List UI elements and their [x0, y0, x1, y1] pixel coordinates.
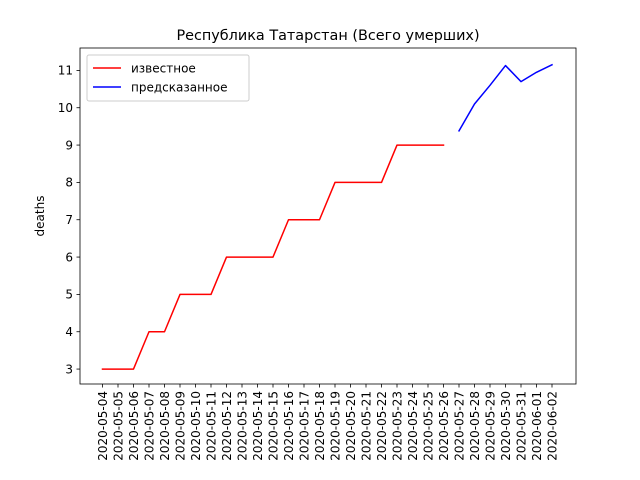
legend-label-1: известное — [131, 61, 196, 75]
x-tick-label: 2020-05-21 — [359, 391, 373, 461]
y-axis: 3 4 5 6 7 8 9 10 11 — [58, 64, 80, 376]
x-tick-label: 2020-05-17 — [297, 391, 311, 461]
x-tick-label: 2020-05-22 — [375, 391, 389, 461]
x-tick-label: 2020-05-26 — [437, 391, 451, 461]
x-tick-label: 2020-05-04 — [96, 391, 110, 461]
axes-frame — [79, 47, 577, 385]
x-tick-label: 2020-05-16 — [282, 391, 296, 461]
x-tick-label: 2020-06-01 — [530, 391, 544, 461]
y-tick-label: 5 — [65, 288, 73, 302]
x-tick-label: 2020-05-08 — [158, 391, 172, 461]
x-tick-label: 2020-05-28 — [468, 391, 482, 461]
y-tick-label: 4 — [65, 325, 73, 339]
x-tick-label: 2020-05-12 — [220, 391, 234, 461]
y-tick-label: 10 — [58, 101, 73, 115]
y-axis-label: deaths — [33, 196, 47, 237]
x-tick-label: 2020-05-07 — [142, 391, 156, 461]
plot-area — [80, 48, 576, 384]
x-tick-label: 2020-05-23 — [390, 391, 404, 461]
x-tick-label: 2020-05-27 — [452, 391, 466, 461]
y-tick-label: 7 — [65, 213, 73, 227]
x-tick-label: 2020-05-31 — [514, 391, 528, 461]
x-tick-label: 2020-05-06 — [127, 391, 141, 461]
y-tick-label: 11 — [58, 64, 73, 78]
y-tick-label: 9 — [65, 138, 73, 152]
series-lines — [101, 63, 554, 370]
x-tick-label: 2020-05-29 — [483, 391, 497, 461]
legend-box — [86, 54, 250, 102]
x-axis: 2020-05-04 2020-05-05 2020-05-06 2020-05-07… — [96, 384, 559, 461]
series-line-1 — [101, 144, 445, 370]
y-tick-label: 3 — [65, 362, 73, 376]
legend: известное предсказанное — [86, 54, 250, 102]
x-tick-label: 2020-05-25 — [421, 391, 435, 461]
series-line-2 — [457, 63, 554, 132]
x-tick-label: 2020-05-13 — [235, 391, 249, 461]
y-tick-label: 8 — [65, 176, 73, 190]
x-tick-label: 2020-05-09 — [173, 391, 187, 461]
x-tick-label: 2020-05-05 — [111, 391, 125, 461]
legend-label-2: предсказанное — [131, 80, 228, 94]
x-tick-label: 2020-05-10 — [189, 391, 203, 461]
x-tick-label: 2020-05-11 — [204, 391, 218, 461]
x-tick-label: 2020-06-02 — [545, 391, 559, 461]
x-tick-label: 2020-05-30 — [499, 391, 513, 461]
x-tick-label: 2020-05-19 — [328, 391, 342, 461]
x-tick-label: 2020-05-15 — [266, 391, 280, 461]
x-tick-label: 2020-05-14 — [251, 391, 265, 461]
x-tick-label: 2020-05-24 — [406, 391, 420, 461]
x-tick-label: 2020-05-18 — [313, 391, 327, 461]
chart-title: Республика Татарстан (Всего умерших) — [176, 28, 479, 44]
x-tick-label: 2020-05-20 — [344, 391, 358, 461]
y-tick-label: 6 — [65, 250, 73, 264]
